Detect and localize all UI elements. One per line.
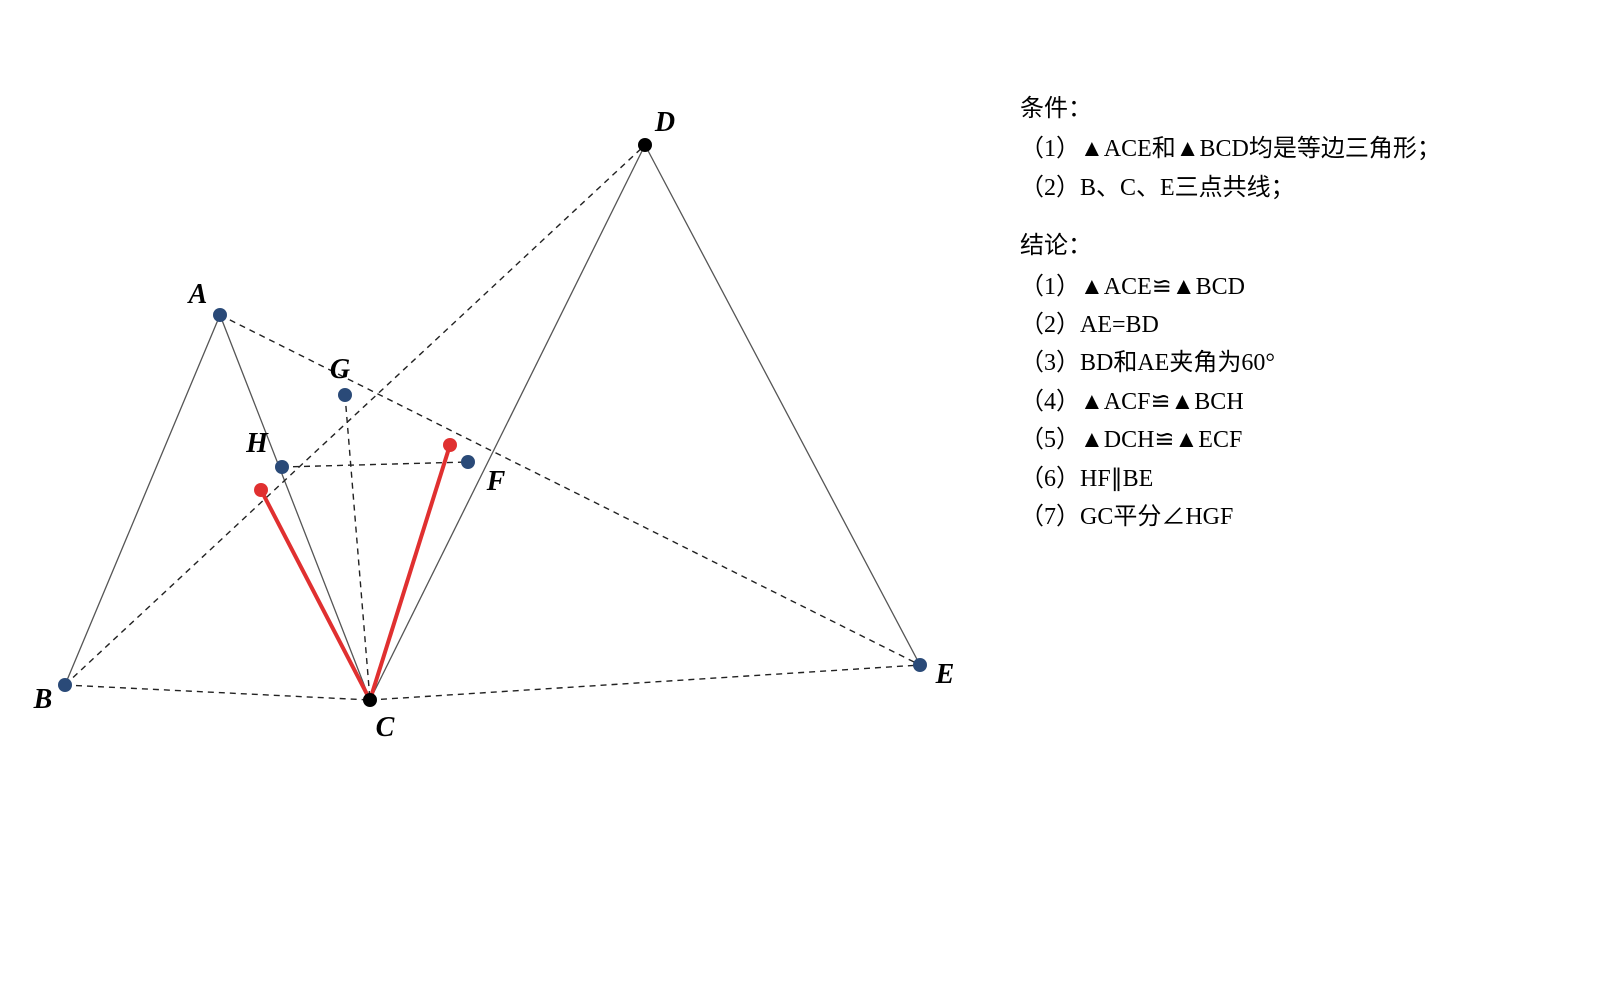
conclusion-3: （3）BD和AE夹角为60° (1020, 344, 1580, 382)
diagram-svg (40, 60, 960, 760)
conclusion-4: （4）▲ACF≌▲BCH (1020, 383, 1580, 421)
point-Fr (443, 438, 457, 452)
point-F (461, 455, 475, 469)
conclusion-7: （7）GC平分∠HGF (1020, 498, 1580, 536)
condition-1: （1）▲ACE和▲BCD均是等边三角形； (1020, 130, 1580, 168)
conclusion-6: （6）HF∥BE (1020, 460, 1580, 498)
label-C: C (376, 712, 395, 744)
geometry-diagram: ABCDEGHF (40, 60, 960, 760)
conclusions-header: 结论： (1020, 227, 1580, 265)
conclusion-2: （2）AE=BD (1020, 306, 1580, 344)
conditions-header: 条件： (1020, 90, 1580, 128)
point-C (363, 693, 377, 707)
label-H: H (246, 428, 268, 460)
text-panel: 条件： （1）▲ACE和▲BCD均是等边三角形； （2）B、C、E三点共线； 结… (1020, 90, 1580, 536)
label-G: G (330, 354, 350, 386)
point-H (275, 460, 289, 474)
label-A: A (189, 279, 208, 311)
label-D: D (655, 107, 675, 139)
label-B: B (34, 684, 53, 716)
label-E: E (936, 659, 955, 691)
point-G (338, 388, 352, 402)
condition-2: （2）B、C、E三点共线； (1020, 169, 1580, 207)
label-F: F (487, 466, 506, 498)
point-A (213, 308, 227, 322)
conclusion-5: （5）▲DCH≌▲ECF (1020, 421, 1580, 459)
point-D (638, 138, 652, 152)
point-Hr (254, 483, 268, 497)
point-B (58, 678, 72, 692)
conclusion-1: （1）▲ACE≌▲BCD (1020, 268, 1580, 306)
point-E (913, 658, 927, 672)
section-gap (1020, 207, 1580, 227)
